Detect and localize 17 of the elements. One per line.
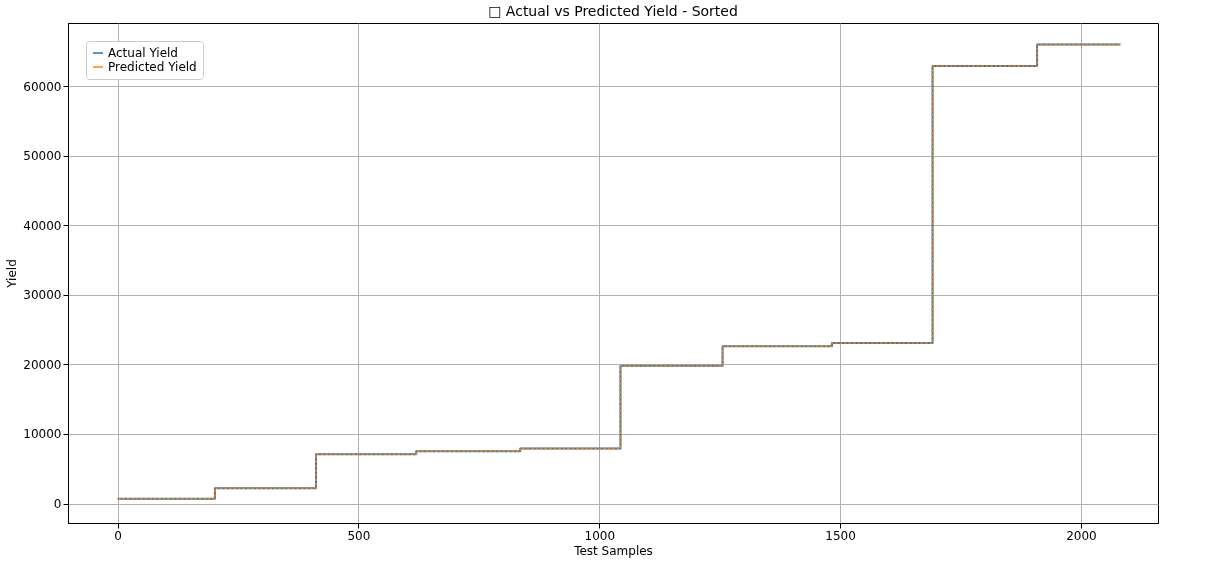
x-tick-label: 2000 bbox=[1066, 528, 1097, 543]
x-tick-label: 0 bbox=[114, 528, 122, 543]
y-tick-label: 40000 bbox=[23, 218, 62, 233]
x-tick-label: 500 bbox=[347, 528, 371, 543]
y-tick-label: 20000 bbox=[23, 357, 62, 372]
legend-label: Predicted Yield bbox=[108, 60, 197, 74]
x-tick-label: 1500 bbox=[825, 528, 856, 543]
y-tick-label: 10000 bbox=[23, 427, 62, 442]
chart-title: □ Actual vs Predicted Yield - Sorted bbox=[488, 3, 738, 19]
x-axis-title: Test Samples bbox=[573, 543, 653, 558]
x-tick-label: 1000 bbox=[584, 528, 616, 543]
y-tick-label: 50000 bbox=[23, 149, 62, 164]
y-tick-label: 0 bbox=[53, 497, 62, 512]
y-tick-label: 60000 bbox=[23, 79, 62, 94]
y-axis-title: Yield bbox=[5, 259, 20, 289]
y-tick-label: 30000 bbox=[23, 288, 62, 303]
legend-label: Actual Yield bbox=[108, 46, 178, 60]
